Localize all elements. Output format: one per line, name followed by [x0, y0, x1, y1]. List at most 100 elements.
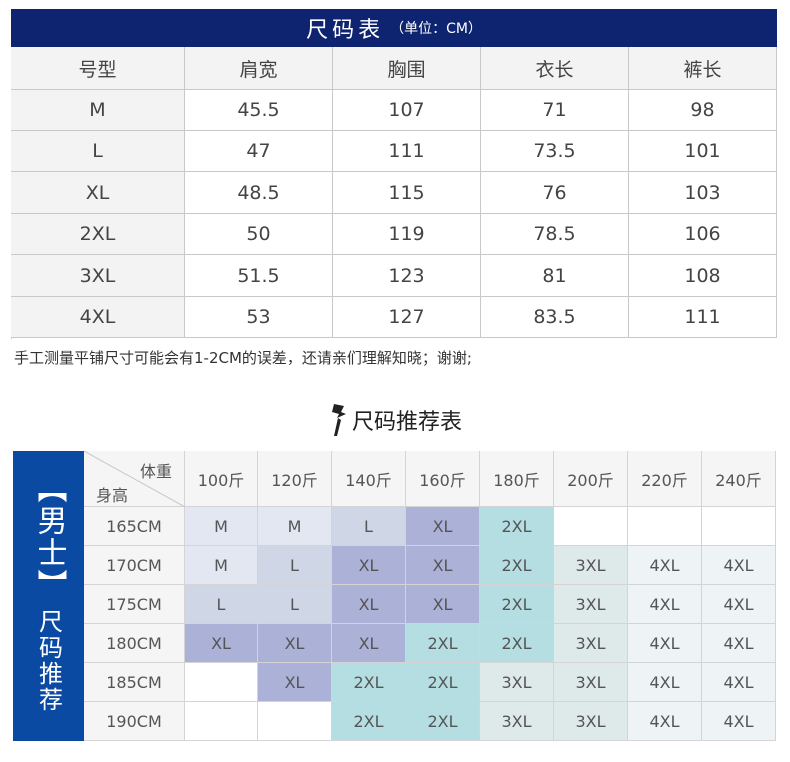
table-cell: 4XL — [11, 297, 185, 338]
table-cell: M — [11, 90, 185, 131]
table-cell: 3XL — [11, 255, 185, 297]
size-cell: 3XL — [554, 624, 628, 663]
table-cell: 115 — [333, 172, 481, 214]
height-cell: 180CM — [84, 624, 185, 663]
size-cell: L — [258, 585, 332, 624]
size-cell — [628, 507, 702, 546]
size-cell: XL — [258, 624, 332, 663]
size-cell: L — [332, 507, 406, 546]
title-bar: 尺码表 （单位：CM） — [11, 9, 777, 47]
table-cell: 81 — [481, 255, 629, 297]
table-cell: 119 — [333, 214, 481, 255]
size-cell: XL — [332, 624, 406, 663]
table-cell: XL — [11, 172, 185, 214]
size-cell: 4XL — [702, 663, 776, 702]
table-cell: 123 — [333, 255, 481, 297]
header-cell: 裤长 — [629, 47, 777, 90]
size-cell: 3XL — [480, 663, 554, 702]
table-cell: 127 — [333, 297, 481, 338]
size-cell: 4XL — [628, 585, 702, 624]
size-cell: 4XL — [628, 663, 702, 702]
size-cell: M — [258, 507, 332, 546]
table-cell: 98 — [629, 90, 777, 131]
weight-cell: 220斤 — [628, 451, 702, 507]
size-cell: L — [185, 585, 258, 624]
size-cell — [554, 507, 628, 546]
size-cell: 3XL — [554, 663, 628, 702]
size-cell: M — [185, 507, 258, 546]
header-cell: 衣长 — [481, 47, 629, 90]
height-label: 身高 — [96, 486, 129, 505]
size-cell: 3XL — [554, 546, 628, 585]
size-cell: 4XL — [702, 624, 776, 663]
note: 手工测量平铺尺寸可能会有1-2CM的误差，还请亲们理解知晓；谢谢; — [14, 349, 472, 367]
size-cell: XL — [258, 663, 332, 702]
table-cell: 111 — [333, 131, 481, 172]
table-cell: 111 — [629, 297, 777, 338]
recommend-title: 尺码推荐表 — [351, 410, 462, 435]
size-cell: 3XL — [554, 585, 628, 624]
table-cell: 2XL — [11, 214, 185, 255]
size-cell: 2XL — [480, 585, 554, 624]
recommend-title-wrap: 尺码推荐表 — [0, 402, 790, 438]
size-cell: 2XL — [406, 624, 480, 663]
size-cell: 3XL — [554, 702, 628, 741]
header-cell: 肩宽 — [185, 47, 333, 90]
side-panel: 【男士】 尺码推荐 — [13, 451, 84, 741]
table-cell: 53 — [185, 297, 333, 338]
weight-cell: 160斤 — [406, 451, 480, 507]
size-cell: XL — [185, 624, 258, 663]
size-cell: 4XL — [702, 546, 776, 585]
table-unit: （单位：CM） — [390, 21, 482, 37]
height-cell: 190CM — [84, 702, 185, 741]
table-cell: 101 — [629, 131, 777, 172]
weight-cell: 120斤 — [258, 451, 332, 507]
table-cell: 76 — [481, 172, 629, 214]
table-cell: 47 — [185, 131, 333, 172]
size-cell: XL — [332, 585, 406, 624]
side-subtitle: 尺码推荐 — [34, 609, 63, 713]
height-cell: 175CM — [84, 585, 185, 624]
weight-cell: 200斤 — [554, 451, 628, 507]
weight-cell: 100斤 — [185, 451, 258, 507]
height-cell: 165CM — [84, 507, 185, 546]
size-cell: M — [185, 546, 258, 585]
table-cell: 103 — [629, 172, 777, 214]
table-cell: 83.5 — [481, 297, 629, 338]
table-cell: L — [11, 131, 185, 172]
side-title: 【男士】 — [31, 473, 67, 601]
table-cell: 78.5 — [481, 214, 629, 255]
size-cell — [258, 702, 332, 741]
size-cell: L — [258, 546, 332, 585]
size-cell: XL — [406, 585, 480, 624]
weight-cell: 240斤 — [702, 451, 776, 507]
table-cell: 48.5 — [185, 172, 333, 214]
table-cell: 45.5 — [185, 90, 333, 131]
size-cell: 3XL — [480, 702, 554, 741]
size-cell: 2XL — [332, 663, 406, 702]
height-cell: 170CM — [84, 546, 185, 585]
table-cell: 108 — [629, 255, 777, 297]
weight-cell: 140斤 — [332, 451, 406, 507]
size-cell: 2XL — [406, 663, 480, 702]
size-cell: 2XL — [480, 507, 554, 546]
size-cell — [185, 663, 258, 702]
diagonal — [84, 451, 185, 507]
table-cell: 106 — [629, 214, 777, 255]
size-cell: XL — [332, 546, 406, 585]
icon — [331, 404, 346, 436]
table-cell: 50 — [185, 214, 333, 255]
size-cell: 4XL — [628, 624, 702, 663]
size-cell: XL — [406, 507, 480, 546]
corner-cell — [84, 451, 185, 507]
size-cell: 2XL — [480, 624, 554, 663]
size-cell: 4XL — [702, 702, 776, 741]
size-cell: 4XL — [628, 702, 702, 741]
size-cell: 4XL — [628, 546, 702, 585]
header-cell: 胸围 — [333, 47, 481, 90]
weight-cell: 180斤 — [480, 451, 554, 507]
table-cell: 51.5 — [185, 255, 333, 297]
header-cell: 号型 — [11, 47, 185, 90]
size-cell — [702, 507, 776, 546]
